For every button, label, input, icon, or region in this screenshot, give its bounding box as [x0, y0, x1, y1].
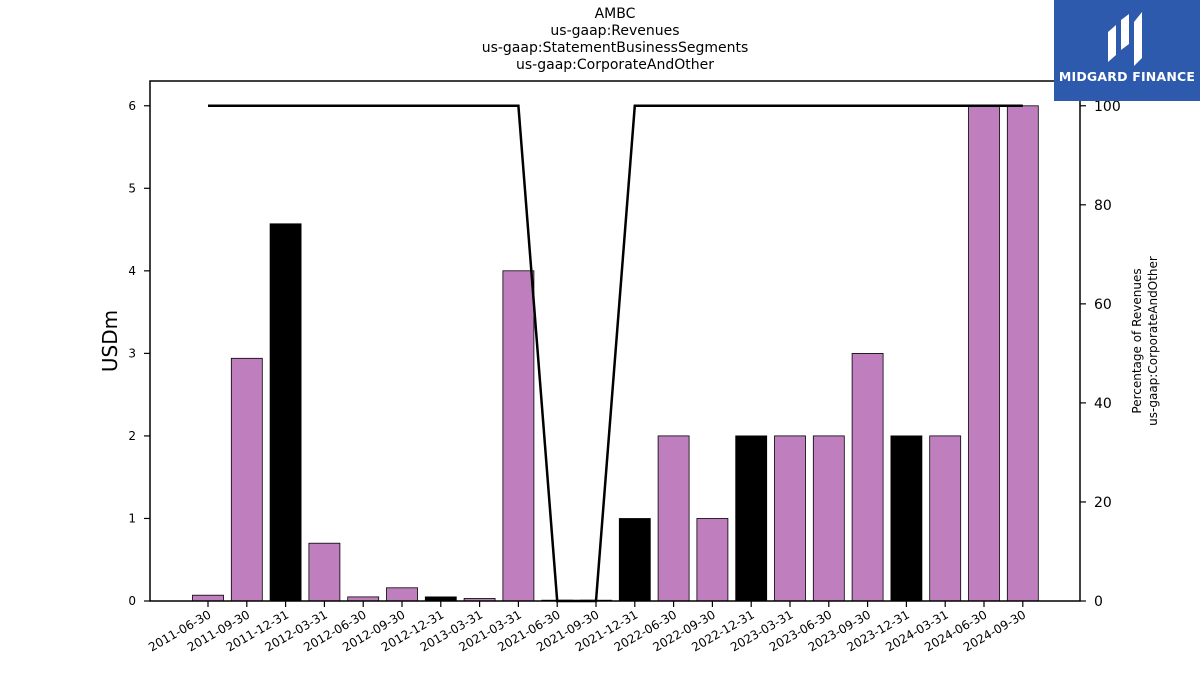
bar-2012-09-30 [386, 587, 418, 602]
ytick-label-right-100: 100 [1094, 99, 1121, 115]
bar-2023-09-30 [851, 352, 884, 602]
ytick-label-left-0: 0 [128, 594, 136, 608]
chart-title: AMBC us-gaap:Revenues us-gaap:StatementB… [300, 6, 930, 74]
title-line-3: us-gaap:StatementBusinessSegments [481, 40, 749, 56]
ytick-label-left-5: 5 [128, 181, 136, 195]
bar-2024-03-31 [929, 435, 962, 602]
y-axis-label-left: USDm [98, 310, 122, 372]
midgard-finance-logo: MIDGARD FINANCE [1054, 0, 1200, 101]
title-line-4: us-gaap:CorporateAndOther [516, 57, 714, 73]
title-line-2: us-gaap:Revenues [550, 23, 680, 39]
logo-mark-icon [1108, 12, 1142, 66]
bar-2024-06-30 [968, 105, 1000, 602]
ytick-label-right-0: 0 [1094, 594, 1103, 610]
logo-text: MIDGARD FINANCE [1058, 69, 1196, 84]
bar-2022-12-31 [735, 435, 768, 602]
bar-2021-12-31 [618, 518, 651, 602]
bar-2011-09-30 [230, 357, 263, 602]
ytick-label-left-1: 1 [128, 511, 136, 525]
bar-2012-03-31 [308, 542, 341, 602]
ytick-label-left-3: 3 [128, 346, 136, 360]
y-axis-label-right-line-2: us-gaap:CorporateAndOther [1146, 256, 1160, 426]
ytick-label-right-80: 80 [1094, 198, 1112, 214]
ytick-label-left-4: 4 [128, 264, 136, 278]
percentage-line [208, 104, 1023, 603]
ytick-label-left-6: 6 [128, 99, 136, 113]
plot-frame [149, 80, 1081, 602]
bar-2011-12-31 [269, 223, 302, 602]
bars-group [192, 105, 1039, 602]
bar-2023-03-31 [774, 435, 806, 602]
title-line-1: AMBC [594, 6, 636, 22]
line-group [208, 104, 1023, 603]
bar-2011-06-30 [192, 594, 224, 602]
bar-2022-09-30 [696, 518, 729, 602]
ytick-label-left-2: 2 [128, 429, 136, 443]
bar-2024-09-30 [1006, 105, 1039, 602]
bar-2021-03-31 [502, 270, 535, 602]
ytick-label-right-60: 60 [1094, 297, 1112, 313]
y-axis-label-right-line-1: Percentage of Revenues [1130, 268, 1144, 413]
ytick-label-right-40: 40 [1094, 396, 1112, 412]
bar-2023-06-30 [812, 435, 845, 602]
ytick-label-right-20: 20 [1094, 495, 1112, 511]
bar-2023-12-31 [890, 435, 923, 602]
bar-2022-06-30 [657, 435, 690, 602]
